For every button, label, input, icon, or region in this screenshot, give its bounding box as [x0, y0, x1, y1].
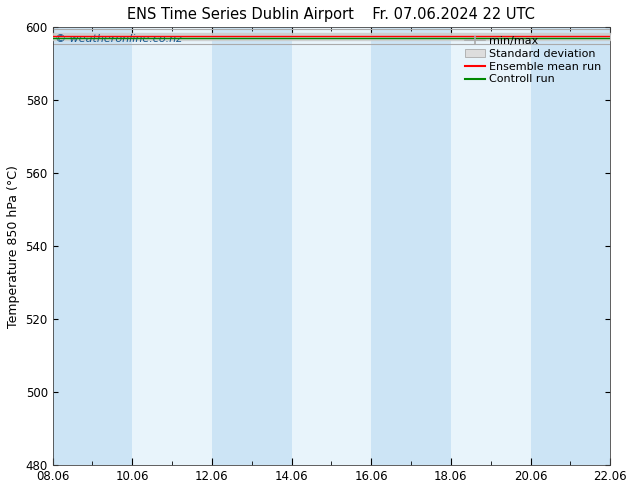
Bar — [531, 27, 611, 465]
Y-axis label: Temperature 850 hPa (°C): Temperature 850 hPa (°C) — [7, 165, 20, 328]
Bar — [372, 27, 451, 465]
Legend: min/max, Standard deviation, Ensemble mean run, Controll run: min/max, Standard deviation, Ensemble me… — [462, 33, 605, 88]
Bar — [53, 27, 133, 465]
Text: © weatheronline.co.nz: © weatheronline.co.nz — [55, 34, 183, 44]
Bar — [212, 27, 292, 465]
Title: ENS Time Series Dublin Airport    Fr. 07.06.2024 22 UTC: ENS Time Series Dublin Airport Fr. 07.06… — [127, 7, 535, 22]
